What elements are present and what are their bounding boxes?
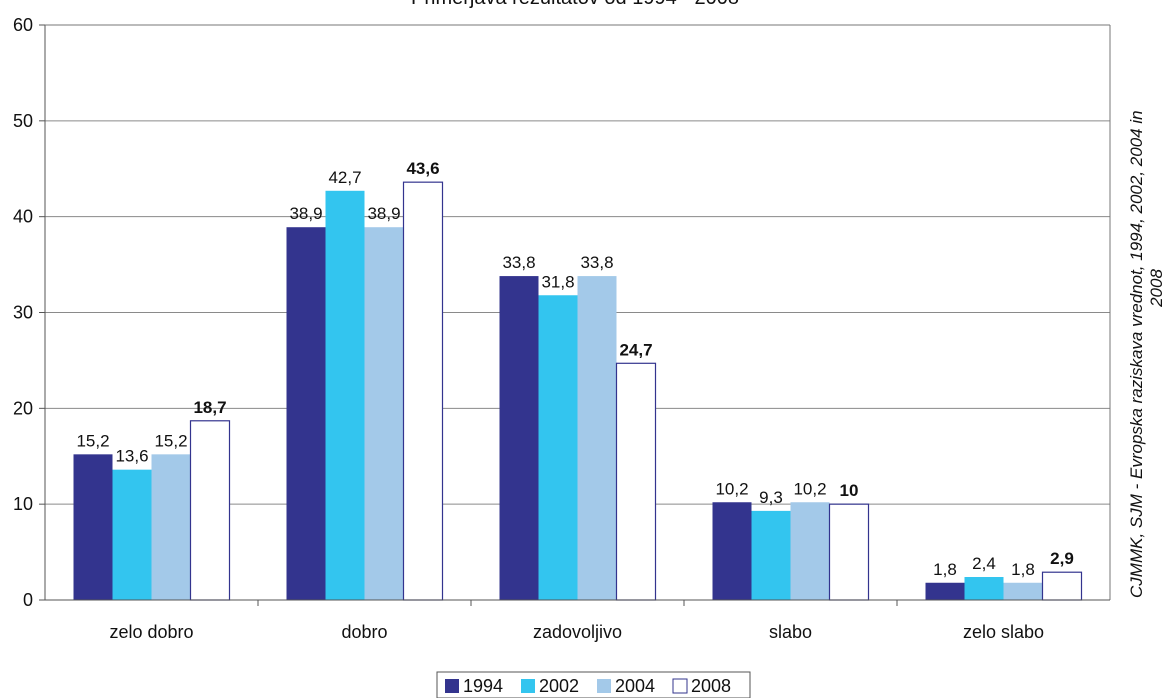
legend-label-2004: 2004 xyxy=(615,676,655,696)
source-note-line-2: 2008 xyxy=(1147,269,1166,308)
bar-2002-3 xyxy=(751,510,791,600)
bar-2008-4 xyxy=(1041,571,1083,601)
bar-2002-2 xyxy=(538,295,578,600)
bar-2004-1 xyxy=(364,227,404,601)
bar-1994-1 xyxy=(286,227,326,601)
x-tick-label: zelo dobro xyxy=(109,622,193,642)
bar-2002-1 xyxy=(325,190,365,600)
y-tick-label: 20 xyxy=(13,398,33,418)
data-label-1994-0: 15,2 xyxy=(76,431,109,450)
legend-swatch-2008 xyxy=(672,678,688,694)
bar-2004-2 xyxy=(577,276,617,600)
x-tick-label: zadovoljivo xyxy=(533,622,622,642)
legend-label-2008: 2008 xyxy=(691,676,731,696)
data-label-2008-0: 18,7 xyxy=(193,398,226,417)
x-tick-label: slabo xyxy=(769,622,812,642)
bar-2008-3 xyxy=(828,503,870,601)
data-label-2008-4: 2,9 xyxy=(1050,549,1074,568)
source-note-line-1: CJMMK, SJM - Evropska raziskava vrednot,… xyxy=(1127,110,1146,598)
chart-title: Primerjava rezultatov od 1994 - 2008 xyxy=(411,0,739,9)
bar-1994-0 xyxy=(73,454,113,600)
bar-1994-3 xyxy=(712,502,752,600)
y-tick-label: 0 xyxy=(23,590,33,610)
bar-2002-0 xyxy=(112,469,152,600)
bar-2004-0 xyxy=(151,454,191,600)
bar-2008-2 xyxy=(615,362,657,601)
data-label-2002-2: 31,8 xyxy=(541,272,574,291)
y-tick-label: 30 xyxy=(13,303,33,323)
bar-1994-2 xyxy=(499,276,539,600)
data-label-2002-1: 42,7 xyxy=(328,168,361,187)
data-label-2004-2: 33,8 xyxy=(580,253,613,272)
legend-swatch-2002 xyxy=(521,679,535,693)
data-label-2004-1: 38,9 xyxy=(367,204,400,223)
bar-2008-1 xyxy=(402,181,444,601)
data-label-2008-1: 43,6 xyxy=(406,159,439,178)
x-tick-label: dobro xyxy=(341,622,387,642)
data-label-2008-3: 10 xyxy=(840,481,859,500)
legend-label-1994: 1994 xyxy=(463,676,503,696)
bar-2004-4 xyxy=(1003,582,1043,600)
bar-2008-0 xyxy=(189,420,231,601)
y-tick-label: 10 xyxy=(13,494,33,514)
data-label-2004-0: 15,2 xyxy=(154,431,187,450)
bar-2004-3 xyxy=(790,502,830,600)
y-tick-label: 60 xyxy=(13,15,33,35)
data-label-2002-4: 2,4 xyxy=(972,554,996,573)
legend-swatch-1994 xyxy=(445,679,459,693)
source-note: CJMMK, SJM - Evropska raziskava vrednot,… xyxy=(1127,110,1166,598)
data-label-2002-3: 9,3 xyxy=(759,488,783,507)
legend-swatch-2004 xyxy=(597,679,611,693)
data-label-1994-3: 10,2 xyxy=(715,479,748,498)
x-tick-label: zelo slabo xyxy=(963,622,1044,642)
y-tick-label: 50 xyxy=(13,111,33,131)
data-label-1994-1: 38,9 xyxy=(289,204,322,223)
bar-2002-4 xyxy=(964,577,1004,600)
y-tick-label: 40 xyxy=(13,207,33,227)
data-label-2004-3: 10,2 xyxy=(793,479,826,498)
data-label-2002-0: 13,6 xyxy=(115,447,148,466)
data-label-1994-4: 1,8 xyxy=(933,560,957,579)
data-label-2004-4: 1,8 xyxy=(1011,560,1035,579)
data-label-1994-2: 33,8 xyxy=(502,253,535,272)
data-label-2008-2: 24,7 xyxy=(619,340,652,359)
legend: 1994 2002 2004 2008 xyxy=(436,671,751,698)
legend-label-2002: 2002 xyxy=(539,676,579,696)
bar-1994-4 xyxy=(925,582,965,600)
legend-box xyxy=(436,671,751,698)
